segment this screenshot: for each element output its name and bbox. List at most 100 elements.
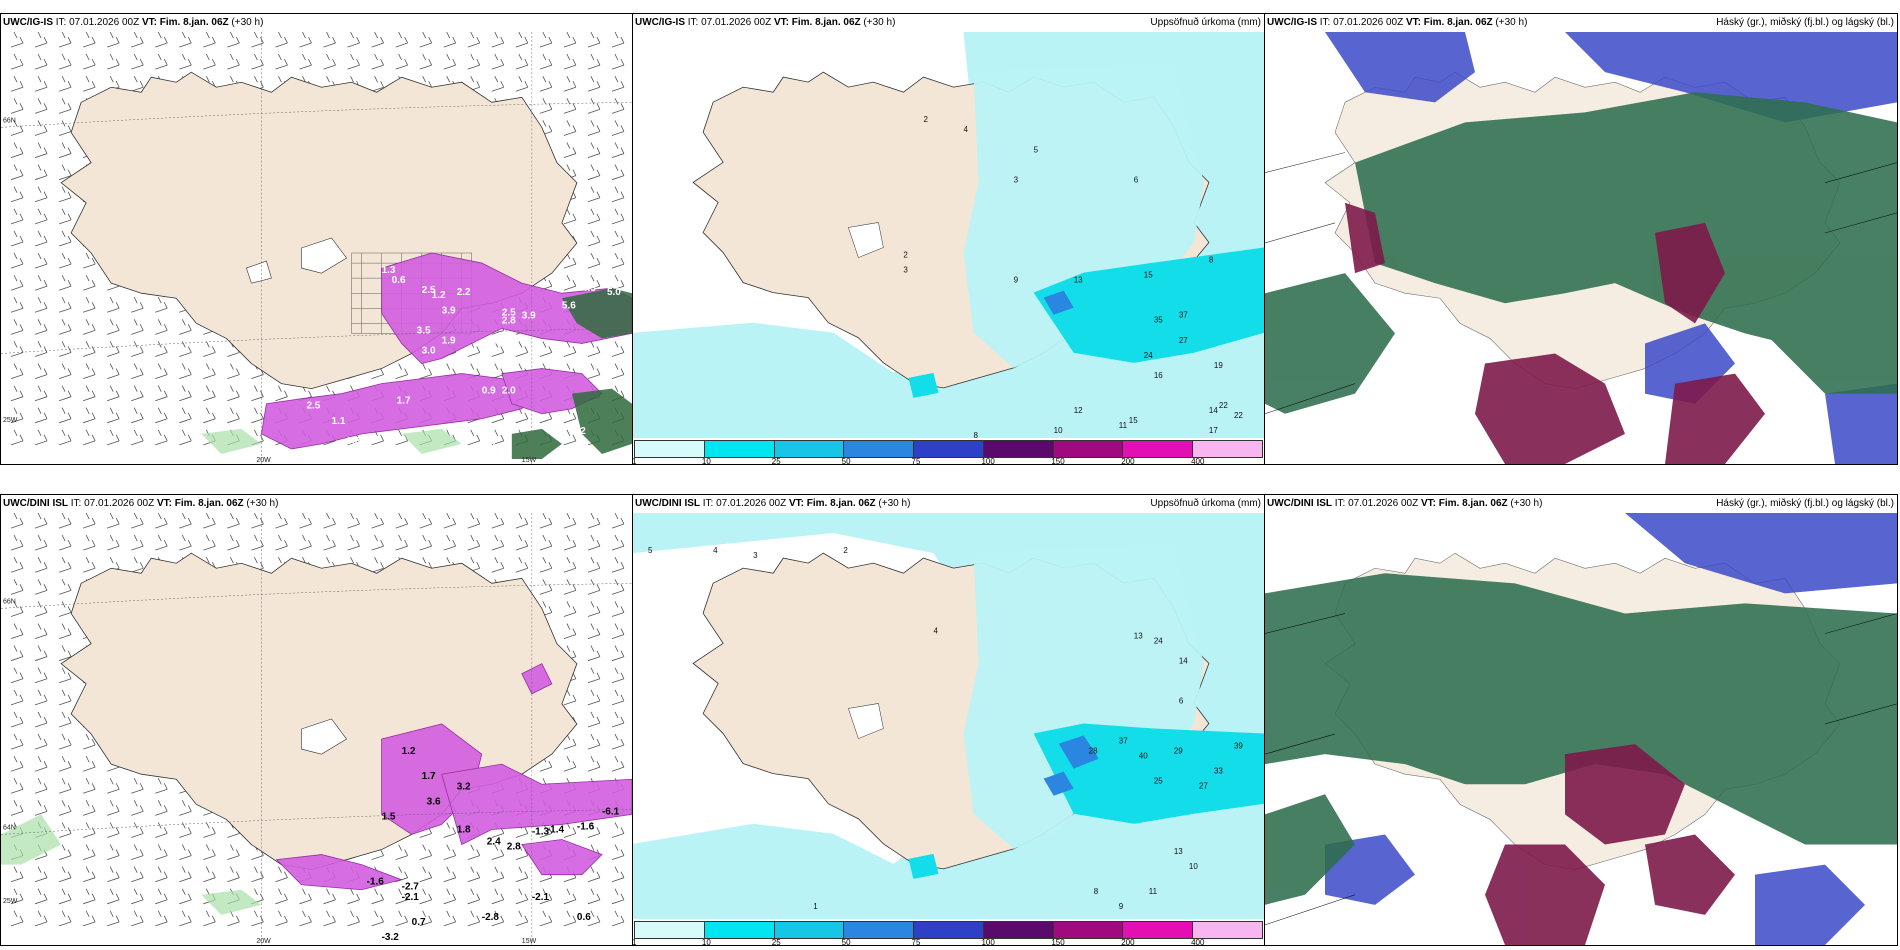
wind-barb: [443, 910, 457, 927]
map-value-label: 5: [648, 546, 653, 555]
map-wind-temperature[interactable]: 20W 15W 25W 66N 64N 1.2 1.7 3.2 3.6 1.5 2.4 2.…: [1, 513, 632, 945]
wind-barb: [107, 297, 120, 313]
wind-barb: [34, 76, 48, 92]
map-cloud-cover[interactable]: [1265, 32, 1897, 464]
wind-barb: [155, 363, 168, 379]
map-accumulated-precipitation[interactable]: 5 4 3 2 4 24 13 14 6 28 37 40 29 39 33 27 25 13 10 11 8 9 1: [633, 513, 1264, 919]
wind-barb: [611, 910, 625, 927]
wind-barb: [34, 363, 48, 379]
wind-barb: [10, 755, 24, 772]
wind-barb: [275, 910, 288, 927]
wind-barb: [34, 186, 48, 203]
wind-barb: [611, 667, 625, 684]
wind-barb: [34, 98, 48, 114]
map-cloud-cover[interactable]: [1265, 513, 1897, 945]
wind-barb: [491, 910, 505, 927]
wind-barb: [34, 711, 48, 728]
map-value-label: 1.5: [382, 811, 396, 822]
wind-barb: [611, 534, 625, 551]
wind-barb: [83, 844, 96, 860]
wind-barb: [83, 407, 96, 424]
wind-barb: [491, 513, 505, 529]
wind-barb: [299, 910, 312, 927]
wind-barb: [10, 407, 24, 424]
map-value-label: 33: [1214, 767, 1223, 776]
map-accumulated-precipitation[interactable]: 2 4 3 5 6 8 2 3 9 13 15 35 37 27 24 16 19 22 22 14 15 12 11 17 1…: [633, 32, 1264, 438]
colorbar-tick-label: 100: [981, 938, 995, 946]
wind-barb: [58, 888, 72, 905]
wind-barb: [83, 53, 96, 70]
wind-barb: [515, 341, 529, 357]
wind-barb: [131, 513, 144, 529]
wind-barb: [419, 513, 433, 529]
map-value-label: 2: [903, 251, 908, 260]
colorbar-swatch: [983, 922, 1054, 938]
wind-barb: [563, 429, 577, 446]
wind-barb: [467, 53, 481, 70]
wind-barb: [83, 822, 96, 838]
wind-barb: [587, 341, 601, 357]
map-value-label: -3.2: [382, 932, 400, 943]
wind-barb: [10, 76, 24, 92]
wind-barb: [179, 910, 192, 927]
colorbar-tick-label: 10: [701, 457, 711, 465]
map-wind-temperature[interactable]: 20W 15W 25W 66N 1.3 0.6 2.5 3.9 1.2 2.2 5.6 2.5…: [1, 32, 632, 464]
wind-barb: [395, 363, 409, 379]
wind-barb: [563, 32, 577, 48]
wind-barb: [587, 645, 601, 662]
wind-barb: [10, 623, 24, 639]
map-value-label: 5: [1034, 145, 1039, 154]
wind-barb: [83, 888, 96, 905]
wind-barb: [371, 76, 384, 92]
wind-barb: [10, 778, 24, 794]
map-value-label: -2.1: [402, 892, 420, 903]
wind-barb: [58, 76, 72, 92]
wind-barb: [371, 557, 384, 573]
wind-barb: [58, 800, 72, 816]
high-cloud: [1325, 513, 1897, 945]
wind-barb: [10, 910, 24, 927]
colorbar-swatch: [983, 441, 1054, 457]
map-value-label: 3.2: [457, 781, 471, 792]
wind-barb: [83, 385, 96, 402]
map-value-label: 8: [1209, 256, 1214, 265]
wind-barb: [467, 888, 481, 905]
wind-barb: [10, 274, 24, 291]
wind-barb: [515, 910, 529, 927]
wind-barb: [371, 32, 384, 48]
wind-barb: [34, 534, 48, 551]
map-value-label: 29: [1174, 747, 1183, 756]
map-value-label: 9: [1119, 902, 1124, 911]
wind-barb: [107, 822, 120, 838]
wind-barb: [563, 601, 577, 617]
map-value-label: 3: [1014, 175, 1019, 184]
wind-barb: [155, 429, 168, 446]
precip-colorbar: 1 10 25 50 75 100 150 200 400: [633, 921, 1264, 945]
map-value-label: 1.9: [442, 335, 456, 346]
wind-barb: [107, 341, 120, 357]
colorbar-swatch: [914, 441, 984, 457]
wind-barb: [203, 513, 216, 529]
wind-barb: [323, 888, 336, 905]
wind-barb: [10, 513, 24, 529]
colorbar-tick-label: 150: [1051, 938, 1065, 946]
map-value-label: 11: [1149, 887, 1158, 896]
map-value-label: 17: [1209, 426, 1218, 435]
map-value-label: 35: [1154, 316, 1163, 325]
wind-barb: [83, 297, 96, 313]
high-cloud: [1325, 32, 1897, 464]
wind-barb: [179, 341, 192, 357]
wind-barb: [395, 32, 409, 48]
wind-barb: [611, 689, 625, 706]
map-value-label: 2.2: [457, 287, 471, 298]
wind-barb: [203, 341, 216, 357]
wind-barb: [491, 866, 505, 883]
colorbar-tick-label: 400: [1191, 457, 1205, 465]
map-value-label: 1.2: [402, 746, 416, 757]
wind-barb: [107, 319, 120, 335]
colorbar-tick-label: 1: [632, 457, 637, 465]
wind-barb: [58, 120, 72, 136]
wind-barb: [611, 623, 625, 639]
wind-barb: [58, 274, 72, 291]
wind-barb: [10, 800, 24, 816]
